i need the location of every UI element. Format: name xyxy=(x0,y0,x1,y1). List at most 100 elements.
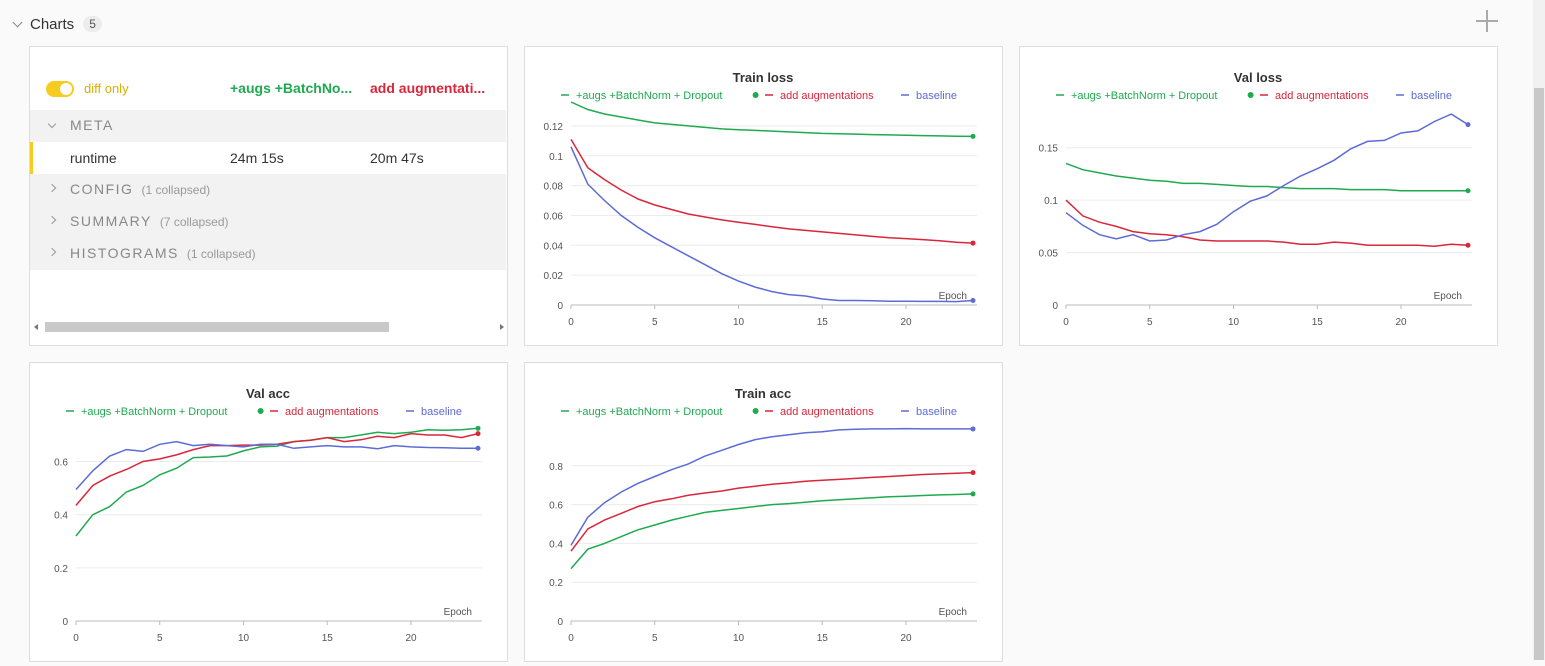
x-tick-label: 5 xyxy=(652,633,658,644)
legend-label: baseline xyxy=(1411,90,1452,102)
series-line[interactable] xyxy=(570,101,974,138)
x-tick-label: 20 xyxy=(900,317,912,328)
legend-item[interactable]: baseline xyxy=(901,90,957,102)
legend-item[interactable]: baseline xyxy=(1396,90,1452,102)
series-end-point xyxy=(1465,242,1471,248)
horizontal-scrollbar[interactable] xyxy=(34,322,504,332)
chart-title: Train acc xyxy=(735,386,791,401)
y-tick-label: 0.15 xyxy=(1039,144,1059,155)
x-tick-label: 15 xyxy=(322,633,334,644)
y-tick-label: 0 xyxy=(557,301,563,312)
group-note: (7 collapsed) xyxy=(159,215,229,229)
series-line[interactable] xyxy=(570,493,974,570)
scroll-right-arrow-icon[interactable] xyxy=(500,324,504,330)
legend-item[interactable]: +augs +BatchNorm + Dropout xyxy=(66,406,264,418)
series-line[interactable] xyxy=(75,440,478,491)
series-line[interactable] xyxy=(570,139,974,244)
series-end-point xyxy=(475,445,481,451)
series-line[interactable] xyxy=(1065,199,1469,248)
chart-panel-train-acc[interactable]: Train acc +augs +BatchNorm + Dropout add a… xyxy=(524,362,1003,662)
series-line[interactable] xyxy=(570,471,974,552)
collapse-chevron-down-icon[interactable] xyxy=(10,16,26,32)
legend-item[interactable]: add augmentations xyxy=(270,406,379,418)
x-tick-label: 0 xyxy=(568,633,574,644)
x-axis-label: Epoch xyxy=(1434,291,1462,302)
legend-item[interactable]: +augs +BatchNorm + Dropout xyxy=(1056,90,1254,102)
chevron-down-icon xyxy=(48,120,58,130)
diff-only-toggle[interactable] xyxy=(46,81,74,97)
highlight-dot-icon xyxy=(1247,92,1254,98)
y-tick-label: 0.4 xyxy=(549,539,563,550)
row-value: 20m 47s xyxy=(370,150,424,166)
group-note: (1 collapsed) xyxy=(186,247,256,261)
y-tick-label: 0.2 xyxy=(549,578,563,589)
chart-panel-train-loss[interactable]: Train loss +augs +BatchNorm + Dropout add … xyxy=(524,46,1003,346)
group-row-histograms[interactable]: HISTOGRAMS (1 collapsed) xyxy=(30,238,506,270)
legend-label: +augs +BatchNorm + Dropout xyxy=(576,90,722,102)
scrollbar-thumb[interactable] xyxy=(45,322,389,332)
y-tick-label: 0.2 xyxy=(54,564,68,575)
legend-item[interactable]: add augmentations xyxy=(765,406,874,418)
y-tick-label: 0.6 xyxy=(54,458,68,469)
highlight-dot-icon xyxy=(752,92,759,98)
x-axis-label: Epoch xyxy=(939,291,967,302)
legend-item[interactable]: +augs +BatchNorm + Dropout xyxy=(561,406,759,418)
series-line[interactable] xyxy=(1065,113,1469,242)
legend-label: +augs +BatchNorm + Dropout xyxy=(576,406,722,418)
x-tick-label: 20 xyxy=(1395,317,1407,328)
x-tick-label: 10 xyxy=(733,317,745,328)
legend-item[interactable]: +augs +BatchNorm + Dropout xyxy=(561,90,759,102)
chart-title: Train loss xyxy=(733,70,794,85)
val-acc-chart[interactable]: Val acc +augs +BatchNorm + Dropout add aug… xyxy=(30,363,507,661)
x-tick-label: 0 xyxy=(568,317,574,328)
legend-item[interactable]: add augmentations xyxy=(765,90,874,102)
legend-label: add augmentations xyxy=(780,406,874,418)
series-line[interactable] xyxy=(570,146,974,303)
group-label: META xyxy=(70,117,114,133)
x-tick-label: 15 xyxy=(817,317,829,328)
legend-item[interactable]: add augmentations xyxy=(1260,90,1369,102)
section-title: Charts xyxy=(30,15,75,33)
legend-item[interactable]: baseline xyxy=(406,406,462,418)
legend-label: add augmentations xyxy=(780,90,874,102)
series-end-point xyxy=(970,298,976,304)
panel-count-badge: 5 xyxy=(83,16,102,32)
legend-label: baseline xyxy=(421,406,462,418)
y-tick-label: 0.4 xyxy=(54,511,68,522)
x-tick-label: 5 xyxy=(652,317,658,328)
group-label: CONFIG xyxy=(70,181,134,197)
add-panel-plus-icon[interactable] xyxy=(1476,10,1498,32)
legend-label: add augmentations xyxy=(1275,90,1369,102)
run-column-header[interactable]: +augs +BatchNo... xyxy=(230,80,353,96)
page-scrollbar-thumb[interactable] xyxy=(1534,88,1544,660)
y-tick-label: 0 xyxy=(1052,301,1058,312)
series-line[interactable] xyxy=(570,427,973,546)
legend-label: add augmentations xyxy=(285,406,379,418)
train-acc-chart[interactable]: Train acc +augs +BatchNorm + Dropout add a… xyxy=(525,363,1002,661)
y-tick-label: 0.08 xyxy=(544,182,564,193)
group-row-summary[interactable]: SUMMARY (7 collapsed) xyxy=(30,206,506,238)
series-end-point xyxy=(475,425,481,431)
x-tick-label: 15 xyxy=(1312,317,1324,328)
legend-label: +augs +BatchNorm + Dropout xyxy=(81,406,227,418)
x-tick-label: 5 xyxy=(1147,317,1153,328)
legend-item[interactable]: baseline xyxy=(901,406,957,418)
series-end-point xyxy=(475,431,481,437)
series-end-point xyxy=(970,240,976,246)
run-column-header[interactable]: add augmentati... xyxy=(370,80,486,96)
legend-label: baseline xyxy=(916,406,957,418)
chart-panel-val-loss[interactable]: Val loss +augs +BatchNorm + Dropout add au… xyxy=(1019,46,1498,346)
y-tick-label: 0.04 xyxy=(544,241,564,252)
series-end-point xyxy=(970,133,976,139)
train-loss-chart[interactable]: Train loss +augs +BatchNorm + Dropout add … xyxy=(525,47,1002,345)
group-label: SUMMARY xyxy=(70,213,152,229)
x-tick-label: 10 xyxy=(733,633,745,644)
series-line[interactable] xyxy=(75,427,479,537)
scroll-left-arrow-icon[interactable] xyxy=(34,324,38,330)
y-tick-label: 0.1 xyxy=(549,152,563,163)
group-row-config[interactable]: CONFIG (1 collapsed) xyxy=(30,174,506,206)
val-loss-chart[interactable]: Val loss +augs +BatchNorm + Dropout add au… xyxy=(1020,47,1497,345)
series-line[interactable] xyxy=(1065,162,1468,192)
chart-panel-val-acc[interactable]: Val acc +augs +BatchNorm + Dropout add aug… xyxy=(29,362,508,662)
group-row-meta[interactable]: META xyxy=(30,110,506,142)
